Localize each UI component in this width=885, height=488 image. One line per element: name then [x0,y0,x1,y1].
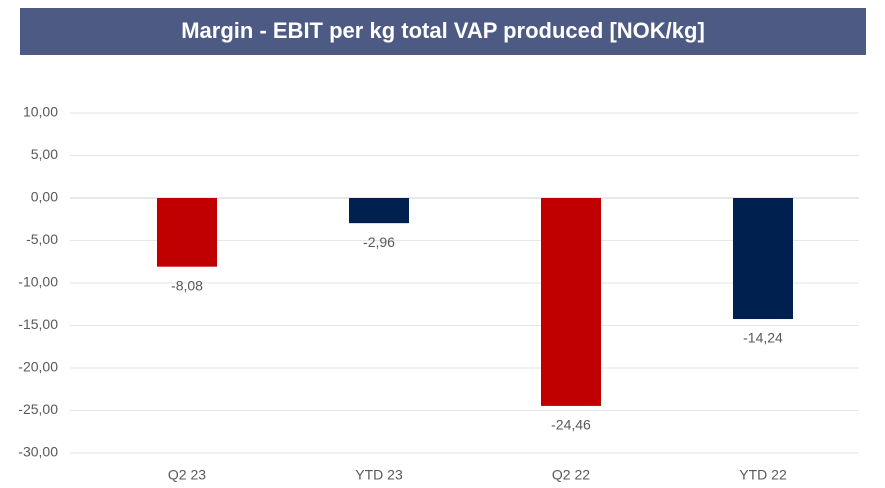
y-tick-label: 5,00 [31,146,58,162]
y-tick-label: -20,00 [18,359,58,375]
chart-title: Margin - EBIT per kg total VAP produced … [181,18,705,43]
bar [733,198,793,320]
bar [349,198,409,224]
title-banner [20,8,866,55]
data-label: -8,08 [171,277,203,293]
data-label: -24,46 [551,417,591,433]
y-tick-label: -15,00 [18,316,58,332]
x-tick-label: Q2 23 [168,467,206,483]
x-tick-label: YTD 22 [739,467,787,483]
y-tick-label: -10,00 [18,274,58,290]
y-tick-label: 0,00 [31,189,58,205]
bar [541,198,601,406]
y-tick-label: -30,00 [18,444,58,460]
data-label: -14,24 [743,330,783,346]
bar [157,198,217,267]
y-tick-label: -5,00 [26,231,58,247]
x-tick-label: Q2 22 [552,467,590,483]
data-label: -2,96 [363,234,395,250]
y-tick-label: 10,00 [23,104,58,120]
x-tick-label: YTD 23 [355,467,403,483]
y-tick-label: -25,00 [18,401,58,417]
